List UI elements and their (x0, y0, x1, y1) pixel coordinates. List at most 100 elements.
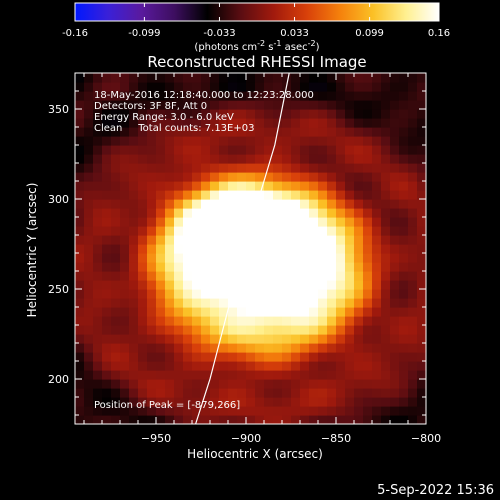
heatmap-cell (210, 325, 220, 335)
heatmap-cell (219, 307, 229, 317)
heatmap-cell (237, 91, 247, 101)
heatmap-cell (318, 163, 328, 173)
heatmap-cell (363, 298, 373, 308)
heatmap-cell (174, 280, 184, 290)
heatmap-cell (246, 145, 256, 155)
heatmap-cell (282, 415, 292, 424)
heatmap-cell (408, 370, 418, 380)
heatmap-cell (255, 289, 265, 299)
heatmap-cell (210, 136, 220, 146)
heatmap-cell (93, 334, 103, 344)
heatmap-cell (381, 127, 391, 137)
heatmap-cell (255, 244, 265, 254)
heatmap-cell (327, 199, 337, 209)
heatmap-cell (255, 118, 265, 128)
heatmap-cell (237, 73, 247, 83)
heatmap-cell (408, 136, 418, 146)
heatmap-cell (174, 181, 184, 191)
heatmap-cell (102, 190, 112, 200)
annotation-detectors: Detectors: 3F 8F, Att 0 (94, 101, 207, 112)
heatmap-cell (228, 289, 238, 299)
heatmap-cell (318, 73, 328, 83)
heatmap-cell (273, 280, 283, 290)
heatmap-cell (282, 163, 292, 173)
heatmap-cell (390, 163, 400, 173)
heatmap-cell (363, 361, 373, 371)
heatmap-cell (246, 244, 256, 254)
heatmap-cell (336, 253, 346, 263)
heatmap-cell (318, 91, 328, 101)
heatmap-cell (381, 343, 391, 353)
heatmap-cell (345, 163, 355, 173)
heatmap-cell (336, 388, 346, 398)
heatmap-cell (417, 199, 426, 209)
heatmap-cell (138, 298, 148, 308)
heatmap-cell (147, 271, 157, 281)
heatmap-cell (318, 208, 328, 218)
heatmap-cell (336, 127, 346, 137)
heatmap-cell (165, 343, 175, 353)
heatmap-cell (309, 136, 319, 146)
heatmap-cell (318, 217, 328, 227)
heatmap-cell (309, 325, 319, 335)
heatmap-cell (390, 307, 400, 317)
heatmap-cell (309, 118, 319, 128)
heatmap-cell (336, 397, 346, 407)
heatmap-cell (381, 415, 391, 424)
colorbar-label-part: -1 (274, 39, 282, 48)
heatmap-cell (399, 181, 409, 191)
heatmap-cell (75, 415, 85, 424)
heatmap-cell (228, 271, 238, 281)
heatmap-cell (399, 82, 409, 92)
heatmap-cell (291, 334, 301, 344)
heatmap-cell (255, 352, 265, 362)
heatmap-cell (84, 172, 94, 182)
heatmap-cell (309, 415, 319, 424)
heatmap-cell (372, 307, 382, 317)
heatmap-cell (318, 334, 328, 344)
colorbar-tick-label: -0.099 (128, 28, 160, 39)
heatmap-cell (327, 208, 337, 218)
heatmap-cell (381, 91, 391, 101)
heatmap-cell (336, 208, 346, 218)
heatmap-cell (354, 298, 364, 308)
heatmap-cell (84, 82, 94, 92)
heatmap-cell (372, 208, 382, 218)
heatmap-cell (336, 307, 346, 317)
heatmap-cell (138, 100, 148, 110)
heatmap-cell (219, 217, 229, 227)
heatmap-cell (327, 217, 337, 227)
heatmap-cell (120, 307, 130, 317)
heatmap-cell (246, 388, 256, 398)
heatmap-cell (165, 325, 175, 335)
heatmap-cell (165, 298, 175, 308)
heatmap-cell (381, 334, 391, 344)
heatmap-cell (210, 172, 220, 182)
heatmap-cell (381, 73, 391, 83)
heatmap-cell (318, 280, 328, 290)
heatmap-cell (75, 199, 85, 209)
heatmap-cell (210, 208, 220, 218)
heatmap-cell (327, 271, 337, 281)
heatmap-cell (417, 100, 426, 110)
heatmap-cell (255, 325, 265, 335)
heatmap-cell (228, 82, 238, 92)
heatmap-cell (246, 370, 256, 380)
heatmap-cell (165, 145, 175, 155)
heatmap-cell (345, 316, 355, 326)
heatmap-cell (399, 307, 409, 317)
heatmap-cell (246, 172, 256, 182)
heatmap-cell (75, 127, 85, 137)
heatmap-cell (327, 325, 337, 335)
heatmap-cell (111, 343, 121, 353)
heatmap-cell (327, 181, 337, 191)
heatmap-cell (318, 100, 328, 110)
heatmap-cell (264, 217, 274, 227)
heatmap-cell (372, 199, 382, 209)
heatmap-cell (327, 91, 337, 101)
heatmap-cell (111, 307, 121, 317)
heatmap-cell (273, 262, 283, 272)
heatmap-cell (210, 190, 220, 200)
heatmap-cell (183, 172, 193, 182)
heatmap-cell (417, 397, 426, 407)
